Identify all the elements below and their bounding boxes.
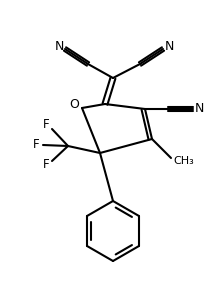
Text: N: N xyxy=(54,39,64,53)
Text: N: N xyxy=(164,39,174,53)
Text: F: F xyxy=(43,118,49,132)
Text: N: N xyxy=(194,102,204,116)
Text: CH₃: CH₃ xyxy=(173,156,194,166)
Text: F: F xyxy=(43,158,49,172)
Text: O: O xyxy=(69,98,79,110)
Text: F: F xyxy=(33,138,39,152)
